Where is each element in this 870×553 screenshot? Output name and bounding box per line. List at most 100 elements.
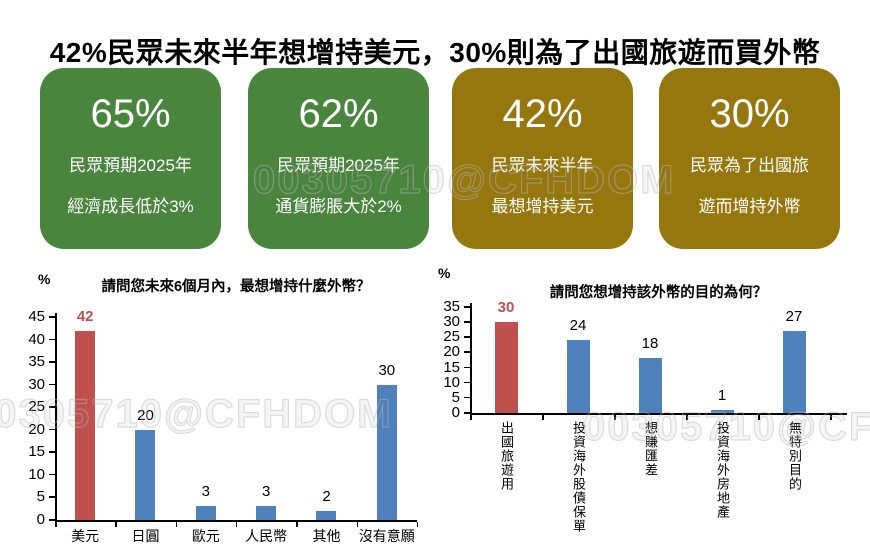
y-tick-mark (49, 473, 55, 476)
y-tick-label: 25 (28, 398, 45, 416)
stat-card: 65% 民眾預期2025年 經濟成長低於3% (40, 68, 221, 249)
x-tick-mark (830, 415, 832, 420)
bar (135, 429, 156, 520)
y-tick-mark (49, 496, 55, 498)
y-tick-mark (49, 338, 55, 341)
y-tick-label: 20 (28, 420, 45, 438)
y-tick-label: 25 (443, 328, 460, 346)
chart-currency-preference: 請問您未來6個月內，最想增持什麼外幣？% 0 5 10 15 20 25 30 35 40 45 42… (0, 265, 440, 553)
y-tick-mark (464, 366, 470, 369)
y-tick-label: 15 (28, 443, 45, 461)
stat-card-text-line1: 民眾預期2025年 (69, 156, 192, 175)
y-tick-mark (464, 306, 470, 308)
x-category-label: 歐元 (191, 528, 220, 544)
bar (376, 384, 397, 520)
x-tick-mark (416, 522, 419, 527)
y-tick-mark (49, 406, 55, 408)
y-axis-unit-label: % (38, 271, 51, 287)
chart-title: 請問您未來6個月內，最想增持什麼外幣？ (101, 279, 371, 295)
x-tick-mark (55, 522, 57, 527)
stat-card-value: 65% (90, 92, 171, 136)
y-tick-mark (49, 519, 55, 521)
bar-value-label: 42 (76, 307, 94, 325)
stat-card-text-line2: 遊而增持外幣 (698, 197, 801, 216)
x-tick-mark (115, 522, 117, 527)
y-axis-unit-label: % (438, 265, 451, 281)
stat-card: 42% 民眾未來半年 最想增持美元 (452, 68, 633, 249)
chart-title: 請問您想增持該外幣的目的為何？ (549, 285, 768, 301)
bar (494, 322, 518, 413)
x-tick-mark (542, 415, 544, 420)
stat-card-value: 42% (502, 92, 583, 136)
y-tick-label: 40 (28, 330, 45, 348)
bar-value-label: 20 (137, 406, 154, 424)
x-category-label: 出國旅遊用 (499, 421, 514, 491)
y-tick-label: 5 (451, 388, 460, 406)
stat-card-value: 62% (298, 92, 379, 136)
x-category-label: 投資海外房地產 (715, 421, 730, 519)
y-tick-label: 10 (443, 373, 460, 391)
x-tick-mark (175, 522, 178, 527)
x-category-label: 投資海外股債保單 (571, 421, 586, 533)
stat-card: 30% 民眾為了出國旅 遊而增持外幣 (659, 68, 840, 249)
y-axis-line (55, 313, 57, 522)
y-tick-mark (464, 412, 470, 414)
x-axis-line (470, 413, 847, 415)
y-tick-mark (464, 396, 470, 399)
x-tick-mark (686, 415, 688, 420)
y-tick-mark (49, 383, 55, 386)
y-tick-label: 5 (36, 488, 45, 506)
bar (195, 506, 216, 520)
x-category-label: 人民幣 (245, 528, 288, 544)
x-category-label: 美元 (71, 528, 100, 544)
y-tick-mark (464, 381, 470, 384)
x-category-label: 其他 (312, 528, 341, 544)
y-axis-line (470, 303, 472, 415)
stat-card: 62% 民眾預期2025年 通貨膨脹大於2% (248, 68, 429, 249)
bar-value-label: 30 (378, 361, 396, 379)
stat-card-text-line2: 最想增持美元 (491, 197, 594, 216)
stat-card-text-line1: 民眾預期2025年 (277, 156, 400, 175)
y-tick-mark (464, 336, 470, 338)
bar-value-label: 2 (322, 487, 331, 505)
stat-card-text-line2: 通貨膨脹大於2% (275, 197, 402, 216)
x-tick-mark (758, 415, 760, 420)
chart-purpose: 請問您想增持該外幣的目的為何？% 0 5 10 15 20 25 30 35 30 出國旅遊用 24 投… (430, 265, 870, 553)
bar-value-label: 3 (201, 483, 210, 501)
y-tick-mark (49, 361, 55, 363)
y-tick-label: 20 (443, 343, 460, 361)
x-tick-mark (470, 415, 472, 420)
x-axis-line (55, 520, 417, 522)
x-tick-mark (614, 415, 616, 420)
stat-card-value: 30% (709, 92, 790, 136)
y-tick-mark (464, 321, 470, 323)
y-tick-label: 0 (451, 404, 460, 421)
y-tick-mark (49, 451, 55, 453)
bar-value-label: 18 (641, 335, 659, 353)
bar (710, 409, 734, 413)
stat-card-text-line1: 民眾未來半年 (491, 156, 594, 175)
stat-card-text-line2: 經濟成長低於3% (67, 197, 194, 216)
y-tick-mark (49, 428, 55, 431)
bar-value-label: 3 (261, 483, 271, 501)
y-tick-label: 15 (443, 358, 460, 376)
x-category-label: 想賺匯差 (643, 421, 658, 477)
y-tick-label: 45 (28, 308, 45, 325)
x-category-label: 沒有意願 (358, 528, 415, 544)
x-tick-mark (235, 522, 238, 527)
x-category-label: 日圓 (131, 528, 160, 544)
x-category-label: 無特別目的 (787, 421, 802, 491)
y-tick-mark (49, 316, 55, 318)
bar-value-label: 27 (785, 308, 803, 326)
bar (782, 331, 806, 413)
bar (256, 506, 277, 520)
x-tick-mark (356, 522, 359, 527)
y-tick-label: 10 (28, 465, 45, 483)
y-tick-label: 35 (443, 298, 460, 315)
bar (566, 340, 590, 413)
y-tick-mark (464, 351, 470, 353)
bar (316, 510, 337, 520)
bar-value-label: 30 (497, 299, 515, 317)
stat-card-text-line1: 民眾為了出國旅 (690, 156, 809, 175)
